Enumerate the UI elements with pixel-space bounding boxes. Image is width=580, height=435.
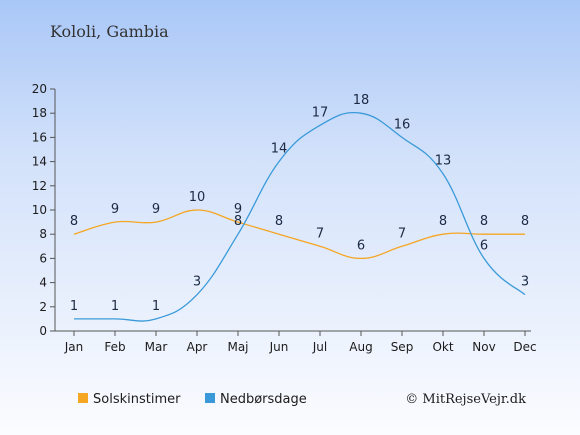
data-label: 3 — [193, 275, 201, 290]
y-tick-label: 12 — [32, 179, 47, 193]
series-layer — [73, 111, 526, 322]
legend-label: Nedbørsdage — [220, 392, 307, 407]
y-tick-label: 2 — [39, 300, 47, 314]
y-tick-label: 0 — [39, 324, 47, 338]
data-label: 1 — [152, 299, 160, 314]
credit-text: © MitRejseVejr.dk — [405, 392, 526, 407]
chart-title: Kololi, Gambia — [50, 22, 169, 41]
y-tick-label: 20 — [32, 82, 47, 96]
data-label: 8 — [234, 214, 242, 229]
x-tick-label: Apr — [187, 340, 208, 354]
x-tick-label: Maj — [227, 340, 248, 354]
y-tick-label: 6 — [39, 251, 47, 265]
y-tick-label: 18 — [32, 106, 47, 120]
data-label: 9 — [111, 202, 119, 217]
data-label: 10 — [189, 190, 206, 205]
data-label: 8 — [521, 214, 529, 229]
y-tick-label: 16 — [32, 130, 47, 144]
legend: Solskinstimer Nedbørsdage — [78, 392, 307, 407]
data-label: 8 — [70, 214, 78, 229]
x-tick-label: Sep — [391, 340, 414, 354]
x-tick-label: Feb — [104, 340, 125, 354]
data-label: 18 — [353, 93, 370, 108]
y-tick-label: 8 — [39, 227, 47, 241]
data-label: 7 — [316, 226, 324, 241]
data-label: 6 — [480, 238, 488, 253]
legend-label: Solskinstimer — [93, 392, 181, 407]
data-label: 17 — [312, 105, 329, 120]
series-line-1 — [74, 111, 526, 322]
data-label: 1 — [70, 299, 78, 314]
y-tick-label: 10 — [32, 203, 47, 217]
x-tick-label: Okt — [432, 340, 453, 354]
data-label: 9 — [152, 202, 160, 217]
x-tick-label: Nov — [472, 340, 495, 354]
data-label: 8 — [439, 214, 447, 229]
data-label: 1 — [111, 299, 119, 314]
data-label: 14 — [271, 142, 288, 157]
y-tick-label: 14 — [32, 155, 47, 169]
x-tick-label: Jan — [64, 340, 84, 354]
legend-swatch — [205, 393, 215, 403]
data-label: 6 — [357, 238, 365, 253]
series-line-0 — [73, 209, 525, 260]
data-label: 16 — [394, 117, 411, 132]
x-tick-label: Dec — [513, 340, 536, 354]
legend-swatch — [78, 393, 88, 403]
data-label: 8 — [275, 214, 283, 229]
data-label: 13 — [435, 154, 452, 169]
data-label: 9 — [234, 202, 242, 217]
y-tick-label: 4 — [39, 276, 47, 290]
x-tick-label: Jul — [312, 340, 327, 354]
x-tick-label: Aug — [349, 340, 372, 354]
x-tick-label: Jun — [269, 340, 289, 354]
data-label: 8 — [480, 214, 488, 229]
x-tick-label: Mar — [145, 340, 168, 354]
data-label: 3 — [521, 275, 529, 290]
data-label: 7 — [398, 226, 406, 241]
